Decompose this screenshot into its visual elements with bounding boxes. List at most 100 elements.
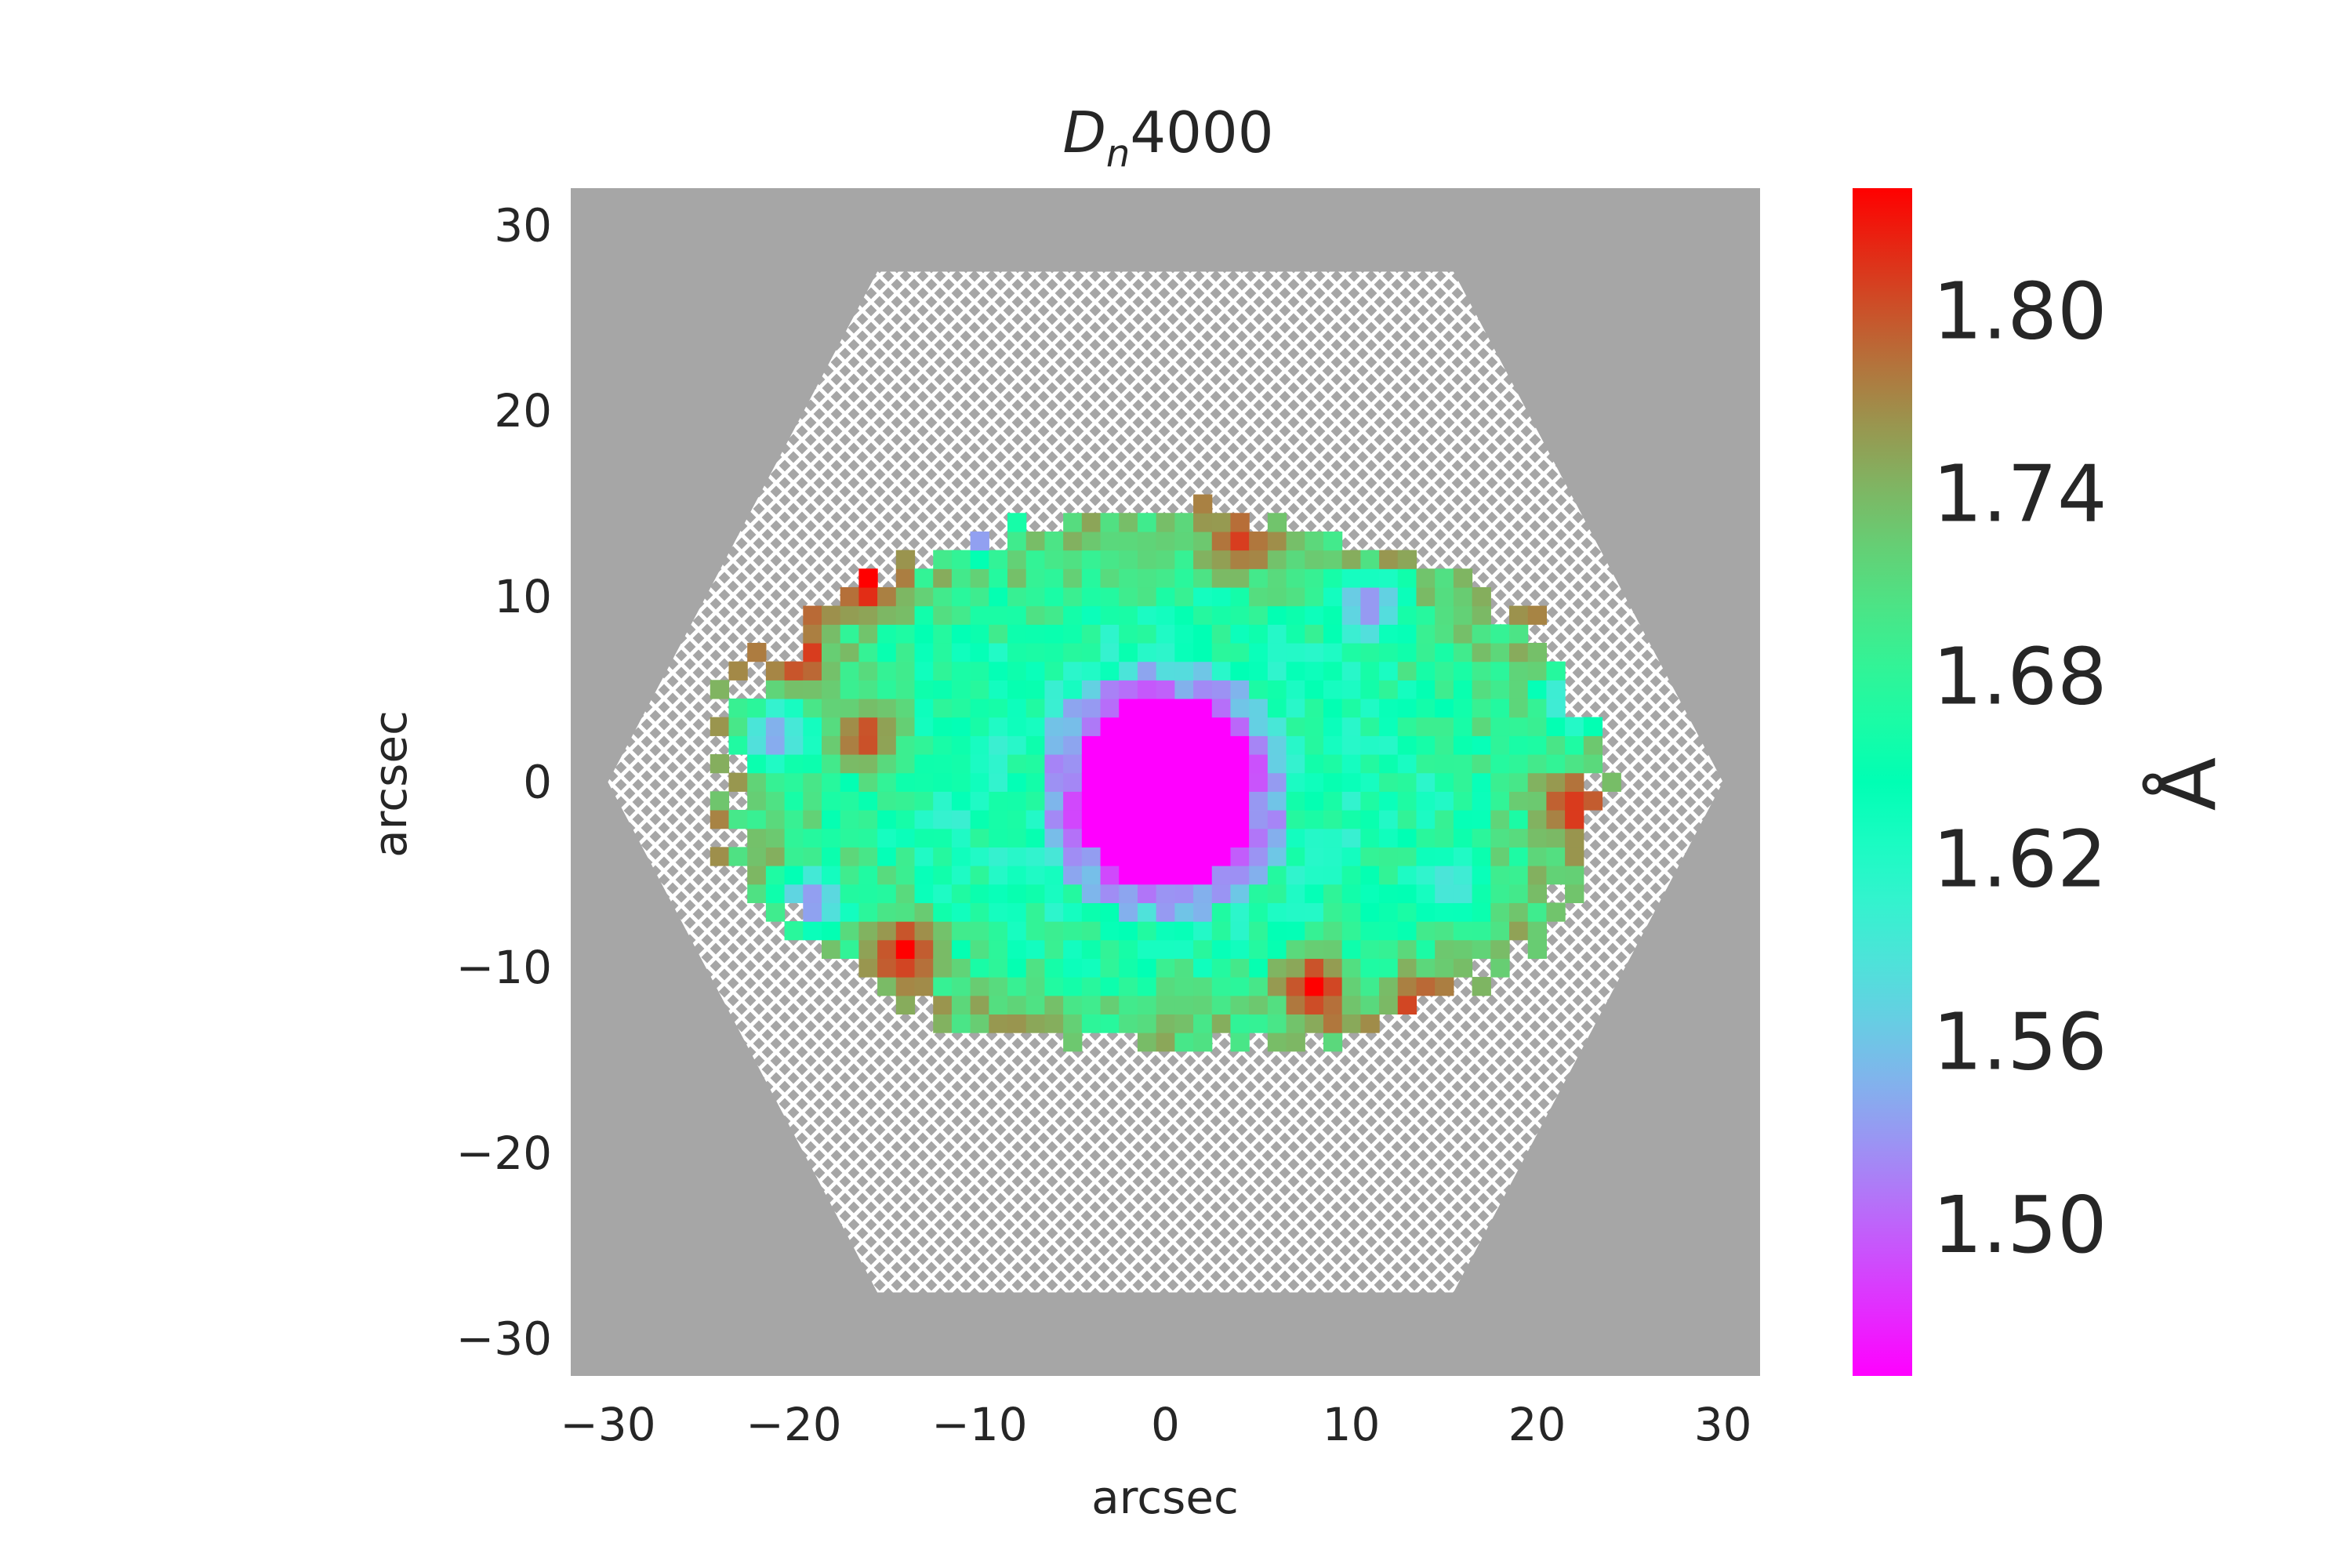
heatmap-cell — [1156, 531, 1175, 551]
heatmap-cell — [1286, 939, 1305, 959]
heatmap-cell — [765, 698, 786, 718]
heatmap-cell — [1397, 828, 1417, 848]
heatmap-cell — [1211, 810, 1232, 829]
heatmap-cell — [1156, 939, 1175, 959]
heatmap-cell — [1230, 791, 1250, 811]
heatmap-cell — [840, 791, 859, 811]
heatmap-cell — [1341, 847, 1361, 866]
heatmap-cell — [1527, 902, 1548, 922]
heatmap-cell — [1267, 717, 1287, 736]
heatmap-cell — [1044, 791, 1064, 811]
heatmap-cell — [1193, 1014, 1213, 1033]
heatmap-cell — [1546, 810, 1566, 829]
heatmap-cell — [1156, 568, 1175, 588]
heatmap-cell — [1193, 772, 1213, 792]
heatmap-cell — [1063, 902, 1083, 922]
heatmap-cell — [1527, 791, 1548, 811]
heatmap-cell — [784, 921, 804, 941]
heatmap-cell — [1211, 698, 1232, 718]
heatmap-cell — [1119, 977, 1138, 996]
heatmap-cell — [1360, 1014, 1380, 1033]
heatmap-cell — [1119, 1014, 1138, 1033]
heatmap-cell — [1249, 568, 1269, 588]
heatmap-cell — [970, 624, 989, 644]
heatmap-cell — [1323, 902, 1343, 922]
heatmap-cell — [1100, 847, 1120, 866]
heatmap-cell — [1397, 568, 1417, 588]
heatmap-cell — [933, 550, 953, 569]
heatmap-cell — [1379, 902, 1399, 922]
heatmap-cell — [1416, 902, 1436, 922]
heatmap-cell — [1193, 866, 1213, 885]
heatmap-cell — [895, 977, 916, 996]
heatmap-cell — [933, 939, 953, 959]
heatmap-cell — [1193, 605, 1213, 625]
heatmap-cell — [1249, 902, 1269, 922]
heatmap-cell — [914, 624, 934, 644]
heatmap-cell — [1453, 921, 1473, 941]
heatmap-cell — [803, 847, 822, 866]
heatmap-cell — [989, 866, 1008, 885]
heatmap-cell — [1435, 753, 1454, 774]
heatmap-cell — [803, 642, 822, 662]
heatmap-cell — [895, 847, 916, 866]
heatmap-cell — [1341, 753, 1361, 774]
heatmap-cell — [1323, 921, 1343, 941]
heatmap-cell — [970, 828, 989, 848]
heatmap-cell — [840, 772, 859, 792]
heatmap-cell — [1565, 791, 1584, 811]
heatmap-cell — [1286, 753, 1305, 774]
heatmap-cell — [1305, 661, 1324, 681]
heatmap-cell — [1267, 661, 1287, 681]
heatmap-cell — [1081, 866, 1102, 885]
heatmap-cell — [1490, 717, 1510, 736]
heatmap-cell — [1341, 884, 1361, 903]
heatmap-cell — [1341, 550, 1361, 569]
heatmap-cell — [1249, 847, 1269, 866]
heatmap-cell — [1565, 884, 1584, 903]
heatmap-cell — [933, 735, 953, 755]
heatmap-cell — [1044, 977, 1064, 996]
heatmap-cell — [1063, 1014, 1083, 1033]
heatmap-cell — [1323, 995, 1343, 1014]
heatmap-cell — [1323, 810, 1343, 829]
heatmap-cell — [1509, 810, 1529, 829]
heatmap-cell — [1174, 847, 1194, 866]
heatmap-cell — [989, 680, 1008, 699]
heatmap-cell — [1044, 921, 1064, 941]
heatmap-cell — [1286, 977, 1305, 996]
heatmap-cell — [1286, 624, 1305, 644]
heatmap-cell — [1341, 995, 1361, 1014]
heatmap-cell — [1063, 977, 1083, 996]
heatmap-cell — [784, 717, 804, 736]
heatmap-cell — [877, 698, 897, 718]
heatmap-cell — [1100, 680, 1120, 699]
heatmap-cell — [803, 791, 822, 811]
heatmap-cell — [1472, 902, 1491, 922]
heatmap-cell — [1174, 513, 1194, 532]
heatmap-cell — [1267, 624, 1287, 644]
heatmap-cell — [765, 902, 786, 922]
heatmap-cell — [1583, 717, 1603, 736]
heatmap-cell — [1100, 828, 1120, 848]
heatmap-cell — [970, 680, 989, 699]
heatmap-cell — [1119, 995, 1138, 1014]
heatmap-cell — [1081, 772, 1102, 792]
heatmap-cell — [1397, 939, 1417, 959]
heatmap-cell — [1230, 921, 1250, 941]
heatmap-cell — [877, 810, 897, 829]
heatmap-cell — [1416, 828, 1436, 848]
heatmap-cell — [1435, 921, 1454, 941]
heatmap-cell — [1397, 884, 1417, 903]
heatmap-cell — [803, 605, 822, 625]
heatmap-cell — [1360, 958, 1380, 978]
heatmap-cell — [1211, 1014, 1232, 1033]
heatmap-cell — [989, 642, 1008, 662]
heatmap-cell — [1025, 1014, 1046, 1033]
heatmap-cell — [1063, 605, 1083, 625]
heatmap-cell — [1397, 995, 1417, 1014]
heatmap-cell — [1193, 624, 1213, 644]
heatmap-cell — [933, 866, 953, 885]
heatmap-cell — [914, 902, 934, 922]
heatmap-cell — [747, 735, 767, 755]
